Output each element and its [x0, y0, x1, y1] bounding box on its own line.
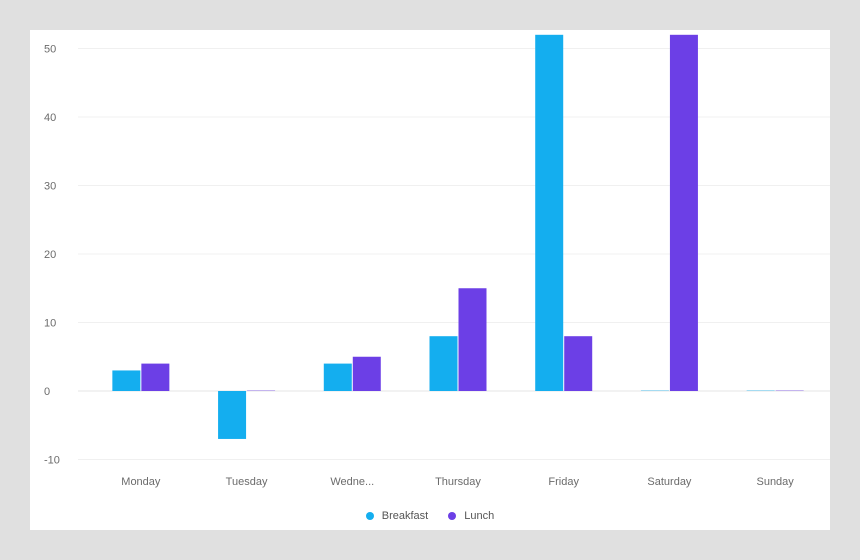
- bar-breakfast[interactable]: [746, 390, 775, 391]
- bar-lunch[interactable]: [247, 390, 276, 391]
- x-tick-label: Wedne...: [330, 476, 374, 488]
- legend-swatch-lunch: [448, 512, 457, 520]
- y-tick-label: 0: [44, 386, 50, 398]
- bar-lunch[interactable]: [775, 390, 804, 391]
- y-tick-label: 30: [44, 181, 56, 193]
- y-tick-label: 10: [44, 318, 56, 330]
- bar-breakfast[interactable]: [112, 370, 141, 391]
- bar-breakfast[interactable]: [535, 34, 564, 392]
- legend-item-breakfast[interactable]: Breakfast: [365, 510, 429, 522]
- legend-label-breakfast: Breakfast: [381, 510, 429, 522]
- legend-swatch-breakfast: [365, 512, 374, 520]
- chart-card: -10 0 10 20 30 40 50 Monday Tuesday Wedne... Thur…: [30, 30, 830, 530]
- legend-label-lunch: Lunch: [464, 510, 495, 522]
- x-axis-ticks: Monday Tuesday Wedne... Thursday Friday Satur…: [121, 476, 794, 488]
- bar-breakfast[interactable]: [323, 363, 352, 391]
- bar-breakfast[interactable]: [218, 391, 247, 439]
- legend-item-lunch[interactable]: Lunch: [448, 510, 494, 522]
- y-tick-label: 50: [44, 44, 56, 56]
- x-tick-label: Monday: [121, 476, 161, 488]
- bar-lunch[interactable]: [458, 288, 487, 391]
- y-tick-label: 40: [44, 112, 56, 124]
- bar-lunch[interactable]: [141, 363, 170, 391]
- grid-lines: [78, 48, 830, 460]
- bar-lunch[interactable]: [669, 34, 698, 392]
- y-tick-label: -10: [44, 455, 60, 467]
- bars: [112, 34, 804, 439]
- bar-chart: -10 0 10 20 30 40 50 Monday Tuesday Wedne... Thur…: [44, 34, 830, 488]
- bar-lunch[interactable]: [352, 356, 381, 391]
- bar-breakfast[interactable]: [640, 390, 669, 391]
- x-tick-label: Tuesday: [226, 476, 268, 488]
- y-axis-ticks: -10 0 10 20 30 40 50: [44, 44, 60, 467]
- bar-lunch[interactable]: [564, 336, 593, 391]
- legend: Breakfast Lunch: [30, 510, 830, 522]
- x-tick-label: Saturday: [647, 476, 692, 488]
- y-tick-label: 20: [44, 249, 56, 261]
- x-tick-label: Friday: [548, 476, 579, 488]
- bar-breakfast[interactable]: [429, 336, 458, 391]
- x-tick-label: Thursday: [435, 476, 481, 488]
- x-tick-label: Sunday: [756, 476, 794, 488]
